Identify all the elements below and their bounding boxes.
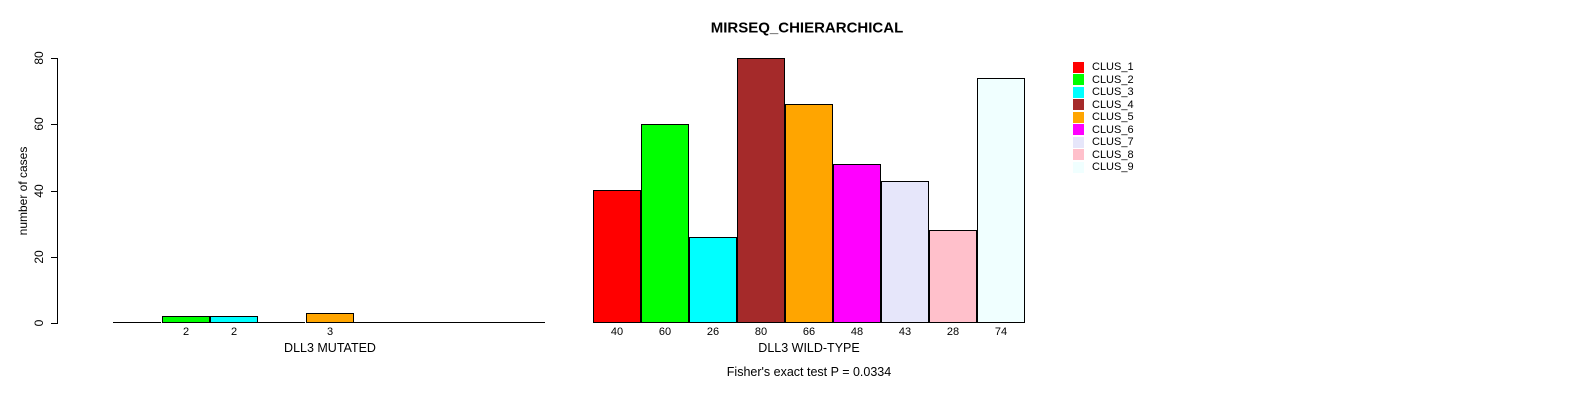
bar-value-label: 80 (754, 326, 768, 338)
bar-CLUS_8-group2 (929, 230, 977, 323)
bar-value-label: 2 (230, 326, 238, 338)
bar-CLUS_3-group1 (210, 316, 258, 323)
zero-bar-CLUS_6-group1 (353, 322, 401, 323)
bar-CLUS_9-group2 (977, 78, 1025, 323)
legend-item: CLUS_9 (1073, 161, 1134, 174)
zero-bar-CLUS_8-group1 (449, 322, 497, 323)
bar-CLUS_1-group2 (593, 190, 641, 323)
legend-label: CLUS_4 (1092, 98, 1134, 111)
bar-value-label: 3 (326, 326, 334, 338)
legend: CLUS_1 CLUS_2 CLUS_3 CLUS_4 CLUS_5 CLUS_6 CLUS… (1073, 61, 1134, 174)
legend-swatch-icon (1073, 149, 1084, 161)
zero-bar-CLUS_1-group1 (113, 322, 161, 323)
chart-title: MIRSEQ_CHIERARCHICAL (710, 19, 904, 37)
bar-value-label: 60 (658, 326, 672, 338)
legend-swatch-icon (1073, 161, 1084, 173)
group-label-1: DLL3 MUTATED (284, 341, 376, 355)
legend-swatch-icon (1073, 61, 1084, 73)
y-tick-mark (51, 190, 58, 192)
bar-value-label: 2 (182, 326, 190, 338)
bar-CLUS_6-group2 (833, 164, 881, 323)
legend-label: CLUS_7 (1092, 136, 1134, 149)
y-tick-mark (51, 58, 58, 59)
bar-CLUS_2-group1 (162, 316, 210, 323)
bar-value-label: 43 (898, 326, 912, 338)
bar-value-label: 74 (994, 326, 1008, 338)
legend-swatch-icon (1073, 124, 1084, 136)
legend-label: CLUS_3 (1092, 86, 1134, 99)
legend-label: CLUS_2 (1092, 73, 1134, 86)
bar-value-label: 48 (850, 326, 864, 338)
y-tick-mark (51, 256, 58, 258)
legend-label: CLUS_9 (1092, 161, 1134, 174)
bar-CLUS_7-group2 (881, 181, 929, 323)
bar-CLUS_2-group2 (641, 124, 689, 323)
legend-label: CLUS_6 (1092, 123, 1134, 136)
bar-value-label: 26 (706, 326, 720, 338)
y-axis-label: number of cases (16, 146, 30, 236)
legend-item: CLUS_6 (1073, 124, 1134, 137)
y-tick-label: 20 (32, 250, 46, 264)
legend-item: CLUS_5 (1073, 111, 1134, 124)
legend-swatch-icon (1073, 86, 1084, 98)
y-tick-label: 0 (32, 319, 46, 327)
legend-swatch-icon (1073, 111, 1084, 123)
bar-CLUS_5-group2 (785, 104, 833, 323)
legend-label: CLUS_1 (1092, 61, 1134, 74)
bar-CLUS_4-group2 (737, 58, 785, 323)
zero-bar-CLUS_7-group1 (401, 322, 449, 323)
legend-item: CLUS_2 (1073, 74, 1134, 87)
bar-CLUS_3-group2 (689, 237, 737, 323)
bar-value-label: 40 (610, 326, 624, 338)
zero-bar-CLUS_4-group1 (257, 322, 305, 323)
group-label-2: DLL3 WILD-TYPE (758, 341, 860, 355)
legend-swatch-icon (1073, 136, 1084, 148)
zero-bar-CLUS_9-group1 (497, 322, 545, 323)
y-tick-label: 40 (32, 183, 46, 198)
legend-item: CLUS_1 (1073, 61, 1134, 74)
y-tick-label: 80 (32, 51, 46, 65)
y-tick-mark (51, 124, 58, 126)
legend-item: CLUS_7 (1073, 136, 1134, 149)
y-tick-label: 60 (32, 117, 46, 131)
y-tick-mark (51, 323, 58, 324)
bar-value-label: 28 (946, 326, 960, 338)
legend-label: CLUS_8 (1092, 148, 1134, 161)
legend-label: CLUS_5 (1092, 111, 1134, 124)
legend-item: CLUS_3 (1073, 86, 1134, 99)
legend-item: CLUS_8 (1073, 149, 1134, 162)
fisher-test-annotation: Fisher's exact test P = 0.0334 (726, 365, 892, 379)
legend-swatch-icon (1073, 99, 1084, 111)
legend-item: CLUS_4 (1073, 99, 1134, 112)
bar-CLUS_5-group1 (306, 313, 354, 323)
legend-swatch-icon (1073, 74, 1084, 86)
bar-value-label: 66 (802, 326, 816, 338)
